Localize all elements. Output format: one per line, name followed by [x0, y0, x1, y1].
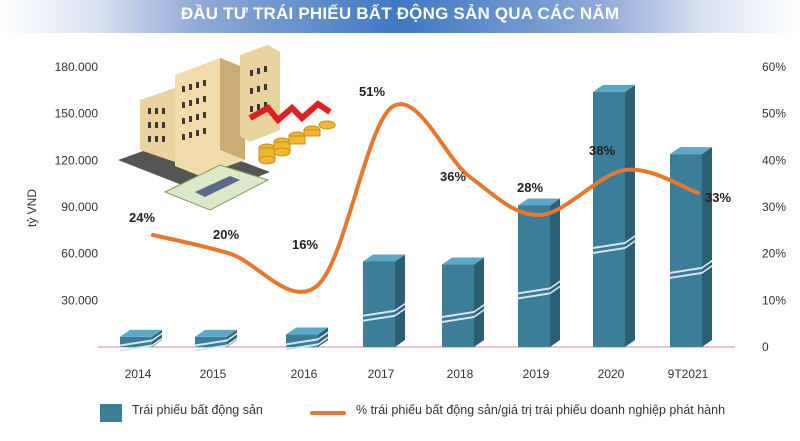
x-tick: 2015 — [200, 367, 227, 381]
y-tick-right: 20% — [762, 247, 786, 261]
line-series: 24% 20% 16% 51% 36% 28% 38% 33% — [129, 84, 731, 294]
legend-bar-swatch-icon — [100, 404, 122, 422]
y-tick-right: 60% — [762, 60, 786, 74]
title-bar: ĐẦU TƯ TRÁI PHIẾU BẤT ĐỘNG SẢN QUA CÁC N… — [0, 0, 800, 33]
bar — [363, 254, 405, 347]
x-tick: 2016 — [291, 367, 318, 381]
line-data-label: 24% — [129, 210, 155, 225]
y-tick-left: 180.000 — [55, 60, 99, 74]
bar — [120, 329, 162, 352]
y-axis-label: tỷ VND — [25, 189, 39, 227]
line-data-label: 33% — [705, 190, 731, 205]
x-tick: 9T2021 — [668, 367, 709, 381]
y-tick-left: 120.000 — [55, 153, 99, 167]
x-tick: 2019 — [523, 367, 550, 381]
y-tick-left: 90.000 — [61, 200, 98, 214]
bar — [442, 257, 484, 347]
line-data-label: 20% — [213, 227, 239, 242]
chart-canvas: tỷ VND 180.000 150.000 120.000 90.000 60.000… — [25, 45, 786, 381]
y-tick-left: 60.000 — [61, 247, 98, 261]
x-tick: 2014 — [125, 367, 152, 381]
line-data-label: 36% — [440, 169, 466, 184]
bar — [195, 329, 237, 352]
y-tick-right: 50% — [762, 107, 786, 121]
y-axis-right-ticks: 60% 50% 40% 30% 20% 10% 0 — [762, 60, 786, 354]
legend-line-label: % trái phiếu bất động sản/giá trị trái p… — [356, 403, 726, 417]
line-data-label: 51% — [359, 84, 385, 99]
y-tick-left: 30.000 — [61, 293, 98, 307]
legend-line-swatch-icon — [310, 411, 346, 415]
y-tick-right: 10% — [762, 293, 786, 307]
bar — [518, 198, 560, 347]
x-tick: 2018 — [447, 367, 474, 381]
bar — [593, 84, 635, 347]
y-tick-right: 0 — [762, 340, 769, 354]
x-tick: 2020 — [598, 367, 625, 381]
bar — [670, 147, 712, 347]
chart-title: ĐẦU TƯ TRÁI PHIẾU BẤT ĐỘNG SẢN QUA CÁC N… — [180, 4, 620, 23]
bar — [286, 327, 328, 351]
x-axis-labels: 2014 2015 2016 2017 2018 2019 2020 9T2021 — [125, 367, 709, 381]
line-data-label: 28% — [517, 180, 543, 195]
y-tick-right: 40% — [762, 153, 786, 167]
y-tick-left: 150.000 — [55, 107, 99, 121]
line-data-label: 16% — [292, 237, 318, 252]
percentage-line — [151, 102, 700, 294]
y-tick-right: 30% — [762, 200, 786, 214]
y-axis-left-ticks: 180.000 150.000 120.000 90.000 60.000 30.000 — [55, 60, 99, 307]
legend-bar-label: Trái phiếu bất động sản — [132, 403, 263, 417]
bar-series — [120, 84, 712, 352]
line-data-label: 38% — [589, 143, 615, 158]
x-tick: 2017 — [368, 367, 395, 381]
building-illustration-icon — [118, 45, 336, 211]
